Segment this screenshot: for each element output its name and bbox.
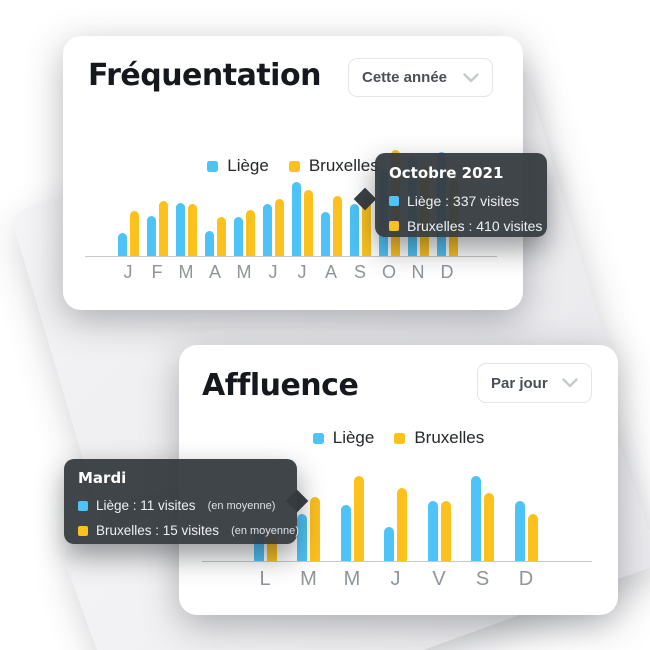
bar-bruxelles-1[interactable] xyxy=(158,200,168,256)
legend-item-bruxelles[interactable]: Bruxelles xyxy=(288,156,379,176)
axis-label-1: F xyxy=(151,262,163,282)
bar-bruxelles-4[interactable] xyxy=(440,500,451,561)
axis-label-6: J xyxy=(297,262,307,282)
legend-item-liege[interactable]: Liège xyxy=(207,156,269,176)
affluence-plot-area xyxy=(202,470,592,562)
bar-bruxelles-5[interactable] xyxy=(484,492,494,561)
bar-liege-7[interactable] xyxy=(320,211,330,256)
tooltip-title: Octobre 2021 xyxy=(389,164,504,182)
tooltip-note: (en moyenne) xyxy=(207,499,276,512)
tooltip-value: Liège : 11 visites xyxy=(96,498,196,513)
liege-swatch xyxy=(207,160,219,172)
dropdown-value: Par jour xyxy=(491,374,548,392)
bar-liege-4[interactable] xyxy=(233,216,243,256)
bar-bruxelles-7[interactable] xyxy=(332,195,342,256)
tooltip-title: Mardi xyxy=(78,469,127,487)
bruxelles-swatch xyxy=(288,160,300,172)
bar-liege-0[interactable] xyxy=(253,530,264,561)
axis-label-3: A xyxy=(208,262,221,282)
axis-label-0: J xyxy=(123,262,133,282)
bar-liege-1[interactable] xyxy=(297,513,307,561)
bar-liege-8[interactable] xyxy=(349,203,359,256)
legend-label: Liège xyxy=(332,428,375,447)
tooltip-row-bruxelles: Bruxelles : 15 visites (en moyenne) xyxy=(78,518,299,543)
axis-label-10: N xyxy=(411,262,425,282)
dropdown-value: Cette année xyxy=(362,69,448,86)
tooltip-value: Bruxelles : 15 visites xyxy=(96,523,220,538)
axis-label-1: M xyxy=(300,568,317,590)
axis-label-8: S xyxy=(353,262,366,282)
bar-liege-3[interactable] xyxy=(384,526,394,561)
axis-label-4: M xyxy=(236,262,252,282)
bar-bruxelles-6[interactable] xyxy=(527,513,538,561)
bar-liege-4[interactable] xyxy=(427,500,438,561)
liege-swatch xyxy=(78,500,88,511)
tooltip-octobre: Octobre 2021 Liège : 337 visites Bruxell… xyxy=(375,153,547,237)
bruxelles-swatch xyxy=(394,432,406,444)
x-axis xyxy=(202,560,592,562)
axis-label-6: D xyxy=(518,568,534,590)
bar-bruxelles-2[interactable] xyxy=(187,203,197,256)
legend: Liège Bruxelles xyxy=(63,156,523,176)
legend-label: Bruxelles xyxy=(414,428,485,447)
tooltip-row-liege: Liège : 11 visites (en moyenne) xyxy=(78,493,283,518)
bar-liege-2[interactable] xyxy=(175,202,185,256)
chevron-down-icon xyxy=(562,378,578,388)
axis-label-2: M xyxy=(343,568,361,590)
bruxelles-swatch xyxy=(78,525,88,536)
frequentation-title: Fréquentation xyxy=(88,58,321,93)
legend-label: Liège xyxy=(227,156,269,175)
axis-label-9: O xyxy=(381,262,396,282)
tooltip-value: Bruxelles : 410 visites xyxy=(407,217,543,234)
tooltip-mardi: Mardi Liège : 11 visites (en moyenne) Br… xyxy=(64,459,299,544)
bar-liege-1[interactable] xyxy=(146,215,156,256)
bar-liege-5[interactable] xyxy=(471,475,481,561)
axis-label-5: J xyxy=(268,262,278,282)
tooltip-row-liege: Liège : 337 visites xyxy=(389,188,533,213)
legend-item-bruxelles[interactable]: Bruxelles xyxy=(394,428,484,448)
bruxelles-swatch xyxy=(389,220,399,231)
frequentation-period-dropdown[interactable]: Cette année xyxy=(348,58,493,97)
liege-swatch xyxy=(389,195,399,206)
bar-bruxelles-6[interactable] xyxy=(303,189,313,256)
x-axis xyxy=(85,255,497,257)
bar-bruxelles-3[interactable] xyxy=(216,216,226,256)
affluence-period-dropdown[interactable]: Par jour xyxy=(477,363,592,403)
bar-bruxelles-1[interactable] xyxy=(310,496,320,561)
axis-label-5: S xyxy=(475,568,490,590)
bar-bruxelles-0[interactable] xyxy=(266,534,277,561)
tooltip-row-bruxelles: Bruxelles : 410 visites xyxy=(389,213,542,238)
axis-label-3: J xyxy=(390,568,401,590)
bar-bruxelles-8[interactable] xyxy=(361,195,371,256)
legend-label: Bruxelles xyxy=(308,156,379,175)
bar-liege-3[interactable] xyxy=(204,230,214,256)
chevron-down-icon xyxy=(463,72,479,82)
axis-label-11: D xyxy=(440,262,454,282)
bar-liege-2[interactable] xyxy=(340,504,351,561)
bar-liege-0[interactable] xyxy=(117,232,127,256)
bar-bruxelles-3[interactable] xyxy=(397,487,407,561)
bar-bruxelles-0[interactable] xyxy=(129,210,139,256)
bar-bruxelles-4[interactable] xyxy=(245,209,255,256)
axis-label-7: A xyxy=(324,262,337,282)
bar-liege-6[interactable] xyxy=(514,500,525,561)
legend: Liège Bruxelles xyxy=(179,428,618,448)
legend-item-liege[interactable]: Liège xyxy=(312,428,375,448)
bar-liege-5[interactable] xyxy=(262,203,272,256)
affluence-title: Affluence xyxy=(202,368,359,403)
bar-liege-6[interactable] xyxy=(291,181,301,256)
axis-label-4: V xyxy=(432,568,446,590)
axis-label-2: M xyxy=(178,262,194,282)
tooltip-value: Liège : 337 visites xyxy=(407,192,520,209)
tooltip-note: (en moyenne) xyxy=(231,524,299,537)
liege-swatch xyxy=(312,432,324,444)
axis-label-0: L xyxy=(259,568,271,590)
bar-bruxelles-2[interactable] xyxy=(353,475,364,561)
bar-bruxelles-5[interactable] xyxy=(274,198,284,256)
